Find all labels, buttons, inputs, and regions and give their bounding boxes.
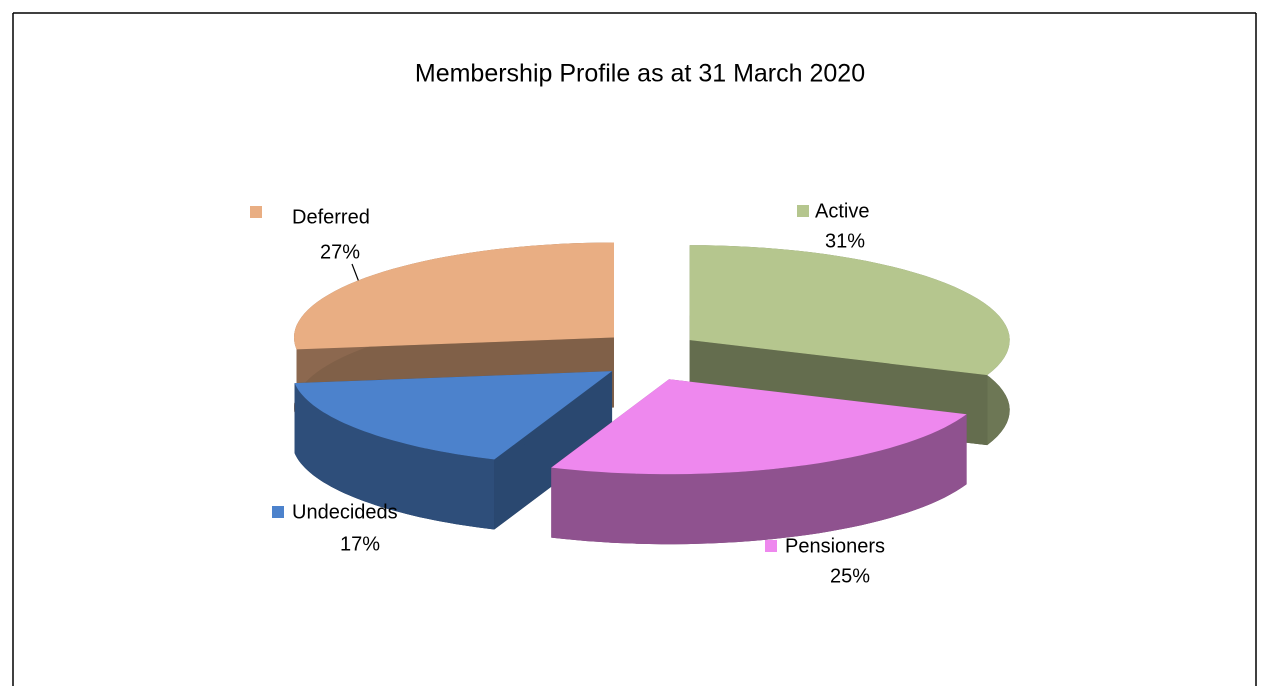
legend-swatch [765, 540, 777, 552]
chart-title: Membership Profile as at 31 March 2020 [415, 60, 865, 88]
slice-name: Pensioners [785, 535, 885, 557]
slice-outer-wall [294, 383, 495, 530]
slice-outer-wall [551, 414, 967, 545]
slice-value-label: 17% [340, 533, 380, 555]
pie-slice [551, 379, 967, 545]
pie-slice [294, 371, 613, 530]
legend-swatch [250, 206, 262, 218]
slice-name: Deferred [292, 206, 370, 228]
pie [294, 242, 1010, 545]
slice-value-label: 27% [320, 241, 360, 263]
slice-value-label: 31% [825, 230, 865, 252]
slice-name: Undecideds [292, 501, 398, 523]
legend-swatch [272, 506, 284, 518]
slice-top [294, 242, 614, 350]
slice-top [294, 371, 613, 460]
legend-swatch [797, 205, 809, 217]
slice-top [689, 245, 1010, 376]
slice-top [551, 379, 967, 475]
slice-value-label: 25% [830, 565, 870, 587]
slice-name: Active [815, 200, 869, 222]
